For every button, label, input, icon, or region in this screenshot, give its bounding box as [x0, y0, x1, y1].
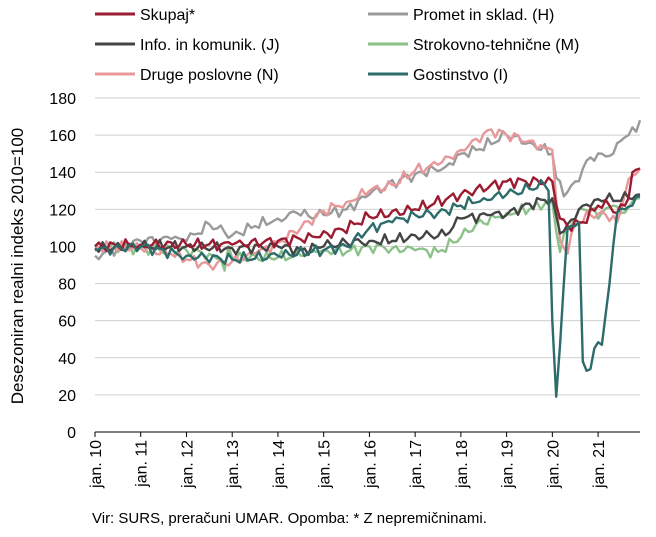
series-line: [94, 128, 641, 271]
x-tick-label: jan. 20: [545, 440, 562, 489]
legend-label: Gostinstvo (I): [413, 67, 508, 84]
legend-label: Skupaj*: [140, 7, 195, 24]
x-tick-label: jan. 19: [500, 440, 517, 489]
axes: 0 20 40 60 80 100 120 140 160 180 jan. 10 jan. 11 ja…: [49, 91, 640, 489]
x-tick-label: jan. 17: [408, 440, 425, 489]
legend-label: Info. in komunik. (J): [140, 37, 280, 54]
y-tick-label: 60: [58, 314, 76, 331]
x-tick-label: jan. 10: [88, 440, 105, 489]
legend-label: Promet in sklad. (H): [413, 7, 554, 24]
y-tick-label: 20: [58, 388, 76, 405]
x-tick-label: jan. 16: [362, 440, 379, 489]
x-tick-label: jan. 11: [134, 440, 151, 488]
x-tick-label: jan. 21: [591, 440, 608, 489]
x-tick-label: jan. 15: [317, 440, 334, 489]
x-tick-label: jan. 13: [225, 440, 242, 489]
series-line: [94, 167, 641, 253]
y-axis-title: Desezoniran realni indeks 2010=100: [8, 128, 27, 404]
y-tick-label: 140: [49, 165, 76, 182]
y-tick-label: 120: [49, 202, 76, 219]
y-tick-label: 40: [58, 351, 76, 368]
legend-label: Druge poslovne (N): [140, 67, 279, 84]
y-tick-label: 80: [58, 277, 76, 294]
x-tick-label: jan. 18: [454, 440, 471, 489]
y-tick-label: 180: [49, 91, 76, 108]
y-tick-label: 0: [67, 425, 76, 442]
x-tick-label: jan. 12: [179, 440, 196, 489]
x-tick-label: jan. 14: [271, 440, 288, 489]
series-lines: [94, 119, 642, 398]
legend: Skupaj* Promet in sklad. (H) Info. in komu…: [95, 7, 579, 84]
legend-label: Strokovno-tehnične (M): [413, 37, 579, 54]
y-tick-label: 100: [49, 239, 76, 256]
source-note: Vir: SURS, preračuni UMAR. Opomba: * Z n…: [92, 510, 487, 527]
series-line: [94, 178, 641, 398]
series-line: [94, 119, 642, 261]
y-tick-label: 160: [49, 128, 76, 145]
